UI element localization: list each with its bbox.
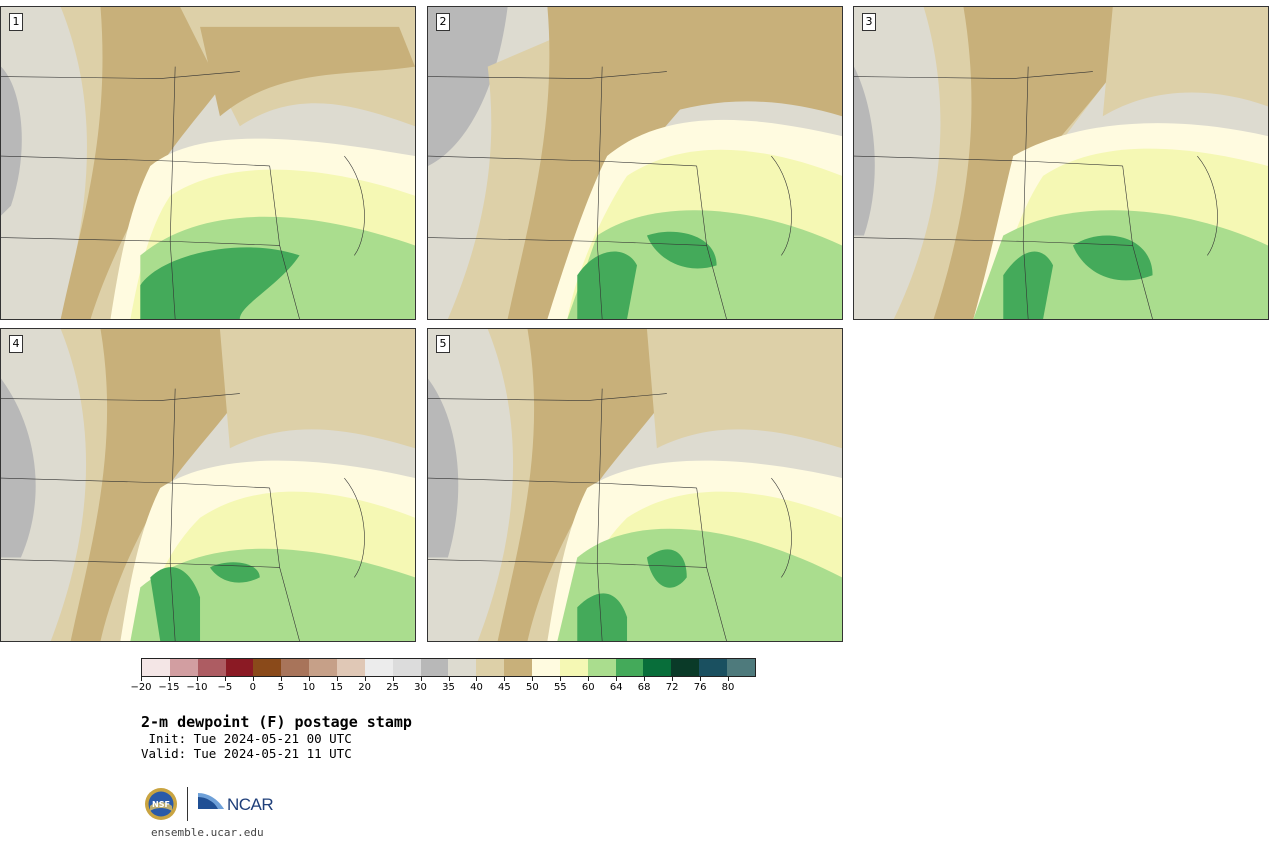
colorbar-tick-label: 0 [249, 682, 256, 693]
colorbar-tick-mark [616, 677, 618, 681]
colorbar-tick-mark [141, 677, 142, 681]
colorbar-swatch [169, 659, 198, 676]
colorbar-tick-mark [560, 677, 562, 681]
panel-number: 5 [436, 335, 450, 353]
colorbar-swatch [587, 659, 616, 676]
colorbar-swatch [197, 659, 226, 676]
colorbar-tick-label: 5 [277, 682, 284, 693]
member-panel-5: 5 [427, 328, 843, 642]
dewpoint-map [1, 329, 415, 641]
colorbar-tick-mark [672, 677, 674, 681]
colorbar-swatch [448, 659, 477, 676]
colorbar-tick-mark [476, 677, 478, 681]
colorbar-tick-label: 80 [721, 682, 735, 693]
colorbar-tick-mark [504, 677, 506, 681]
colorbar-tick-label: −10 [186, 682, 208, 693]
colorbar-swatch [559, 659, 588, 676]
colorbar-swatch [142, 659, 170, 676]
ncar-logo-text: NCAR [227, 795, 274, 814]
colorbar-tick-mark [336, 677, 338, 681]
ncar-logo-icon [198, 793, 224, 809]
colorbar-swatch [225, 659, 254, 676]
colorbar-tick-mark [308, 677, 310, 681]
valid-time: Valid: Tue 2024-05-21 11 UTC [141, 746, 352, 761]
dewpoint-map [428, 329, 842, 641]
colorbar-tick-label: 50 [525, 682, 539, 693]
colorbar-swatch [476, 659, 505, 676]
colorbar-tick-label: 10 [302, 682, 316, 693]
colorbar-swatch [281, 659, 310, 676]
colorbar-tick-mark [392, 677, 394, 681]
colorbar-swatch [727, 659, 755, 676]
colorbar-swatch [337, 659, 365, 676]
panel-number: 3 [862, 13, 876, 31]
logo-divider [187, 787, 188, 821]
colorbar-swatch [364, 659, 393, 676]
member-panel-4: 4 [0, 328, 416, 642]
colorbar-tick-label: 40 [470, 682, 483, 693]
colorbar-tick-label: 72 [665, 682, 679, 693]
member-panel-1: 1 [0, 6, 416, 320]
colorbar-tick-label: 60 [581, 682, 595, 693]
colorbar: −20 −15 −10 −5 0 5 10 15 20 25 30 35 40 45 50 55 60 64 68 7… [130, 658, 756, 694]
colorbar-tick-mark [168, 677, 170, 681]
colorbar-tick-label: −5 [217, 682, 233, 693]
colorbar-swatch [392, 659, 421, 676]
colorbar-tick-label: 64 [609, 682, 623, 693]
panel-number: 1 [9, 13, 23, 31]
dewpoint-map [428, 7, 842, 319]
colorbar-swatch [253, 659, 282, 676]
colorbar-tick-label: 15 [330, 682, 344, 693]
colorbar-tick-label: 45 [498, 682, 511, 693]
nsf-logo-text: NSF [152, 800, 170, 809]
colorbar-tick-label: 30 [414, 682, 427, 693]
dewpoint-map [854, 7, 1268, 319]
colorbar-swatch [420, 659, 449, 676]
colorbar-swatch [699, 659, 728, 676]
colorbar-tick-mark [364, 677, 366, 681]
dewpoint-map [1, 7, 415, 319]
logos: NSF NCAR [144, 785, 274, 825]
colorbar-swatches [141, 658, 756, 677]
colorbar-tick-label: −15 [158, 682, 180, 693]
colorbar-tick-mark [644, 677, 646, 681]
site-url: ensemble.ucar.edu [151, 826, 264, 839]
colorbar-swatch [504, 659, 533, 676]
colorbar-tick-label: 35 [442, 682, 455, 693]
colorbar-tick-mark [196, 677, 198, 681]
colorbar-tick-label: 68 [637, 682, 651, 693]
colorbar-tick-label: 20 [358, 682, 371, 693]
colorbar-tick-mark [224, 677, 226, 681]
colorbar-tick-mark [588, 677, 590, 681]
colorbar-tick-label: 55 [553, 682, 567, 693]
colorbar-swatch [532, 659, 560, 676]
colorbar-tick-label: −20 [130, 682, 152, 693]
colorbar-tick-mark [532, 677, 534, 681]
colorbar-tick-label: 25 [386, 682, 399, 693]
colorbar-tick-label: 76 [693, 682, 707, 693]
member-panel-3: 3 [853, 6, 1269, 320]
colorbar-swatch [643, 659, 672, 676]
colorbar-tick-mark [728, 677, 730, 681]
colorbar-tick-mark [252, 677, 254, 681]
colorbar-tick-mark [448, 677, 450, 681]
colorbar-swatch [671, 659, 700, 676]
panel-number: 2 [436, 13, 450, 31]
colorbar-swatch [615, 659, 644, 676]
page-title: 2-m dewpoint (F) postage stamp [141, 713, 412, 731]
init-time: Init: Tue 2024-05-21 00 UTC [141, 731, 352, 746]
colorbar-tick-mark [280, 677, 282, 681]
colorbar-tick-mark [700, 677, 702, 681]
colorbar-swatch [309, 659, 338, 676]
colorbar-tick-mark [420, 677, 422, 681]
member-panel-2: 2 [427, 6, 843, 320]
panel-number: 4 [9, 335, 23, 353]
nsf-logo-icon: NSF [145, 788, 177, 820]
